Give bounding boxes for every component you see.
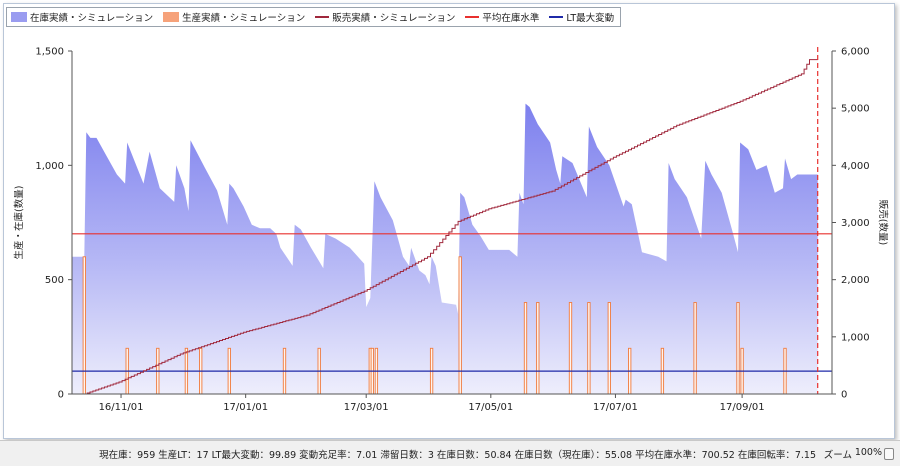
sales-line [84, 59, 818, 395]
inventory-chart: 0 500 1,000 1,500 0 1,000 2,000 3,000 4,000 5,000… [13, 47, 889, 414]
status-bar: 現在庫：959 生産LT：17 LT最大変動：99.89 変動充足率：7.01 … [0, 440, 900, 466]
inventory-area [72, 103, 818, 394]
zoom-slider-handle[interactable] [884, 448, 894, 460]
zoom-value: 100% [854, 447, 882, 458]
y-right-tick-label: 2,000 [841, 275, 870, 286]
y-right-tick-label: 0 [841, 390, 847, 401]
y-tick-label: 1,000 [35, 161, 64, 172]
x-tick-label: 17/09/01 [720, 402, 765, 413]
production-bar-13 [458, 256, 462, 395]
production-bar-16 [568, 302, 573, 395]
production-bar-17 [587, 302, 591, 395]
zoom-label: ズーム [823, 450, 852, 461]
legend-item-4[interactable]: 平均在庫水準 [465, 10, 539, 24]
line-layer [72, 47, 832, 395]
x-tick-label: 17/07/01 [593, 402, 638, 413]
legend-label: 平均在庫水準 [482, 13, 540, 24]
y-axis-title: 生産・在庫(数量) [13, 186, 25, 260]
chart-legend[interactable]: 在庫実績・シミュレーション 生産実績・シミュレーション 販売実績・シミュレーション 平… [6, 7, 622, 27]
production-bar-22 [736, 302, 740, 395]
legend-swatch [163, 12, 180, 22]
y-right-tick-label: 6,000 [841, 47, 870, 58]
legend-item-3[interactable]: 販売実績・シミュレーション [315, 10, 455, 24]
y-right-tick-label: 3,000 [841, 218, 870, 229]
production-bar-14 [523, 302, 528, 395]
legend-item-5[interactable]: LT最大変動 [549, 10, 614, 24]
y-right-tick-label: 4,000 [841, 161, 870, 172]
y-tick-label: 1,500 [35, 47, 64, 58]
y-right-tick-label: 5,000 [841, 104, 870, 115]
y-right-tick-label: 1,000 [841, 332, 870, 343]
y-tick-label: 0 [58, 390, 64, 401]
production-bar-15 [536, 302, 540, 395]
x-tick-label: 17/01/01 [223, 402, 268, 413]
production-bar-21 [693, 302, 697, 395]
legend-swatch [315, 16, 330, 18]
legend-swatch [465, 16, 480, 18]
legend-label: 生産実績・シミュレーション [182, 13, 306, 24]
y-tick-label: 500 [45, 275, 64, 286]
production-bar-18 [607, 302, 611, 395]
production-bar-1 [82, 256, 86, 395]
x-tick-label: 17/05/01 [468, 402, 513, 413]
x-tick-label: 16/11/01 [99, 402, 144, 413]
legend-swatch [549, 16, 564, 18]
axis-layer: 0 500 1,000 1,500 0 1,000 2,000 3,000 4,000 5,000… [13, 47, 889, 414]
legend-label: 在庫実績・シミュレーション [30, 13, 154, 24]
legend-item-2[interactable]: 生産実績・シミュレーション [163, 10, 305, 24]
legend-item-1[interactable]: 在庫実績・シミュレーション [11, 10, 153, 24]
legend-swatch [11, 12, 27, 22]
status-summary: 現在庫：959 生産LT：17 LT最大変動：99.89 変動充足率：7.01 … [99, 450, 816, 461]
legend-label: 販売実績・シミュレーション [332, 13, 456, 24]
legend-label: LT最大変動 [566, 13, 615, 24]
x-tick-label: 17/03/01 [344, 402, 389, 413]
y-right-axis-title: 販売(数量) [877, 200, 889, 245]
inventory-area-layer [72, 103, 818, 394]
